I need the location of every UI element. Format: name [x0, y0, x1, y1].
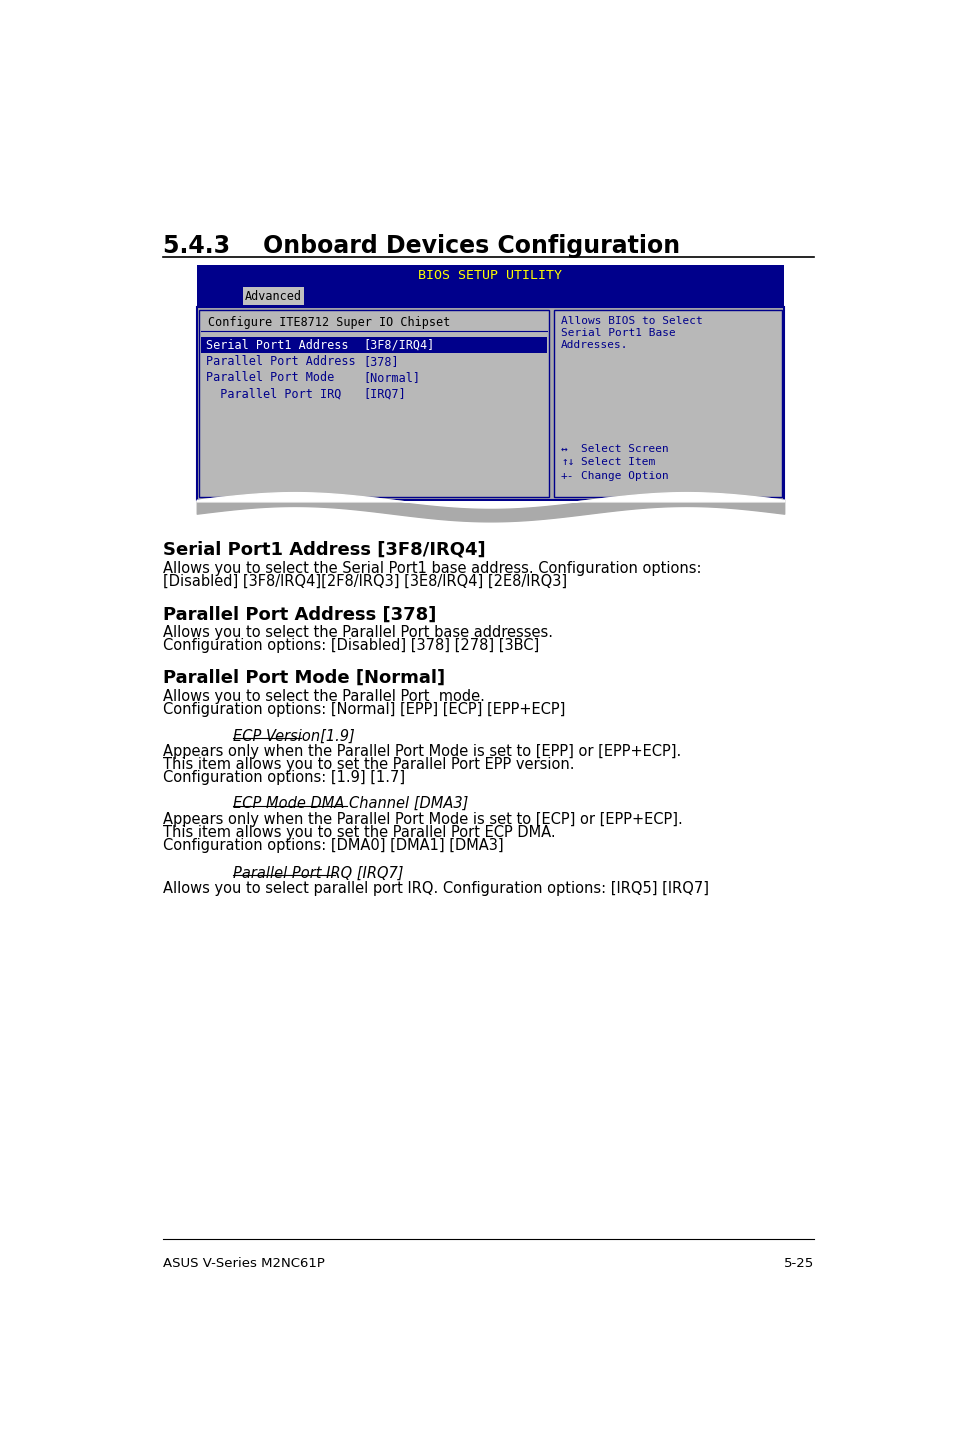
Text: Configuration options: [1.9] [1.7]: Configuration options: [1.9] [1.7]	[163, 771, 405, 785]
Text: Select Screen: Select Screen	[580, 444, 668, 454]
Text: Select Item: Select Item	[580, 457, 655, 467]
Bar	[196, 306, 783, 500]
Text: Allows you to select the Parallel Port  mode.: Allows you to select the Parallel Port m…	[163, 689, 485, 705]
Text: This item allows you to set the Parallel Port EPP version.: This item allows you to set the Parallel…	[163, 756, 575, 772]
Bar	[201, 336, 546, 352]
Text: Allows BIOS to Select: Allows BIOS to Select	[560, 316, 702, 326]
Bar	[196, 265, 783, 286]
Text: Advanced: Advanced	[245, 290, 302, 303]
Text: ↑↓: ↑↓	[560, 457, 574, 467]
Text: Parallel Port IRQ [IRQ7]: Parallel Port IRQ [IRQ7]	[233, 866, 403, 880]
Text: Serial Port1 Address [3F8/IRQ4]: Serial Port1 Address [3F8/IRQ4]	[163, 541, 485, 558]
Text: Appears only when the Parallel Port Mode is set to [ECP] or [EPP+ECP].: Appears only when the Parallel Port Mode…	[163, 811, 682, 827]
Text: Parallel Port Mode [Normal]: Parallel Port Mode [Normal]	[163, 669, 445, 687]
Bar	[196, 306, 783, 500]
Text: +-: +-	[560, 470, 574, 480]
Bar	[554, 309, 781, 496]
Text: 5.4.3    Onboard Devices Configuration: 5.4.3 Onboard Devices Configuration	[163, 234, 679, 259]
Text: Serial Port1 Address: Serial Port1 Address	[206, 339, 348, 352]
Text: Configuration options: [Disabled] [378] [278] [3BC]: Configuration options: [Disabled] [378] …	[163, 638, 539, 653]
Text: Serial Port1 Base: Serial Port1 Base	[560, 328, 675, 338]
Bar	[199, 309, 549, 496]
Text: Appears only when the Parallel Port Mode is set to [EPP] or [EPP+ECP].: Appears only when the Parallel Port Mode…	[163, 743, 681, 759]
Text: BIOS SETUP UTILITY: BIOS SETUP UTILITY	[418, 269, 562, 282]
Bar	[243, 286, 303, 305]
Text: Parallel Port Address: Parallel Port Address	[206, 355, 355, 368]
Text: This item allows you to set the Parallel Port ECP DMA.: This item allows you to set the Parallel…	[163, 825, 556, 840]
Text: Addresses.: Addresses.	[560, 341, 628, 351]
Text: Allows you to select the Parallel Port base addresses.: Allows you to select the Parallel Port b…	[163, 626, 553, 640]
Text: [Disabled] [3F8/IRQ4][2F8/IRQ3] [3E8/IRQ4] [2E8/IRQ3]: [Disabled] [3F8/IRQ4][2F8/IRQ3] [3E8/IRQ…	[163, 574, 567, 588]
Text: Configuration options: [Normal] [EPP] [ECP] [EPP+ECP]: Configuration options: [Normal] [EPP] [E…	[163, 702, 565, 718]
Text: Configuration options: [DMA0] [DMA1] [DMA3]: Configuration options: [DMA0] [DMA1] [DM…	[163, 838, 503, 853]
Text: Allows you to select parallel port IRQ. Configuration options: [IRQ5] [IRQ7]: Allows you to select parallel port IRQ. …	[163, 881, 709, 896]
Text: [Normal]: [Normal]	[363, 371, 420, 384]
Text: ASUS V-Series M2NC61P: ASUS V-Series M2NC61P	[163, 1257, 325, 1270]
Text: ECP Version[1.9]: ECP Version[1.9]	[233, 729, 355, 743]
Text: Configure ITE8712 Super IO Chipset: Configure ITE8712 Super IO Chipset	[208, 316, 450, 329]
Text: Allows you to select the Serial Port1 base address. Configuration options:: Allows you to select the Serial Port1 ba…	[163, 561, 701, 575]
Text: [3F8/IRQ4]: [3F8/IRQ4]	[363, 339, 435, 352]
Text: [378]: [378]	[363, 355, 398, 368]
Text: ↔: ↔	[560, 444, 567, 454]
Text: Parallel Port Address [378]: Parallel Port Address [378]	[163, 605, 436, 623]
Text: Change Option: Change Option	[580, 470, 668, 480]
Text: [IRQ7]: [IRQ7]	[363, 387, 406, 400]
Text: Parallel Port Mode: Parallel Port Mode	[206, 371, 334, 384]
Text: Parallel Port IRQ: Parallel Port IRQ	[206, 387, 341, 400]
Bar	[196, 286, 783, 306]
Text: ECP Mode DMA Channel [DMA3]: ECP Mode DMA Channel [DMA3]	[233, 797, 468, 811]
Text: 5-25: 5-25	[783, 1257, 814, 1270]
